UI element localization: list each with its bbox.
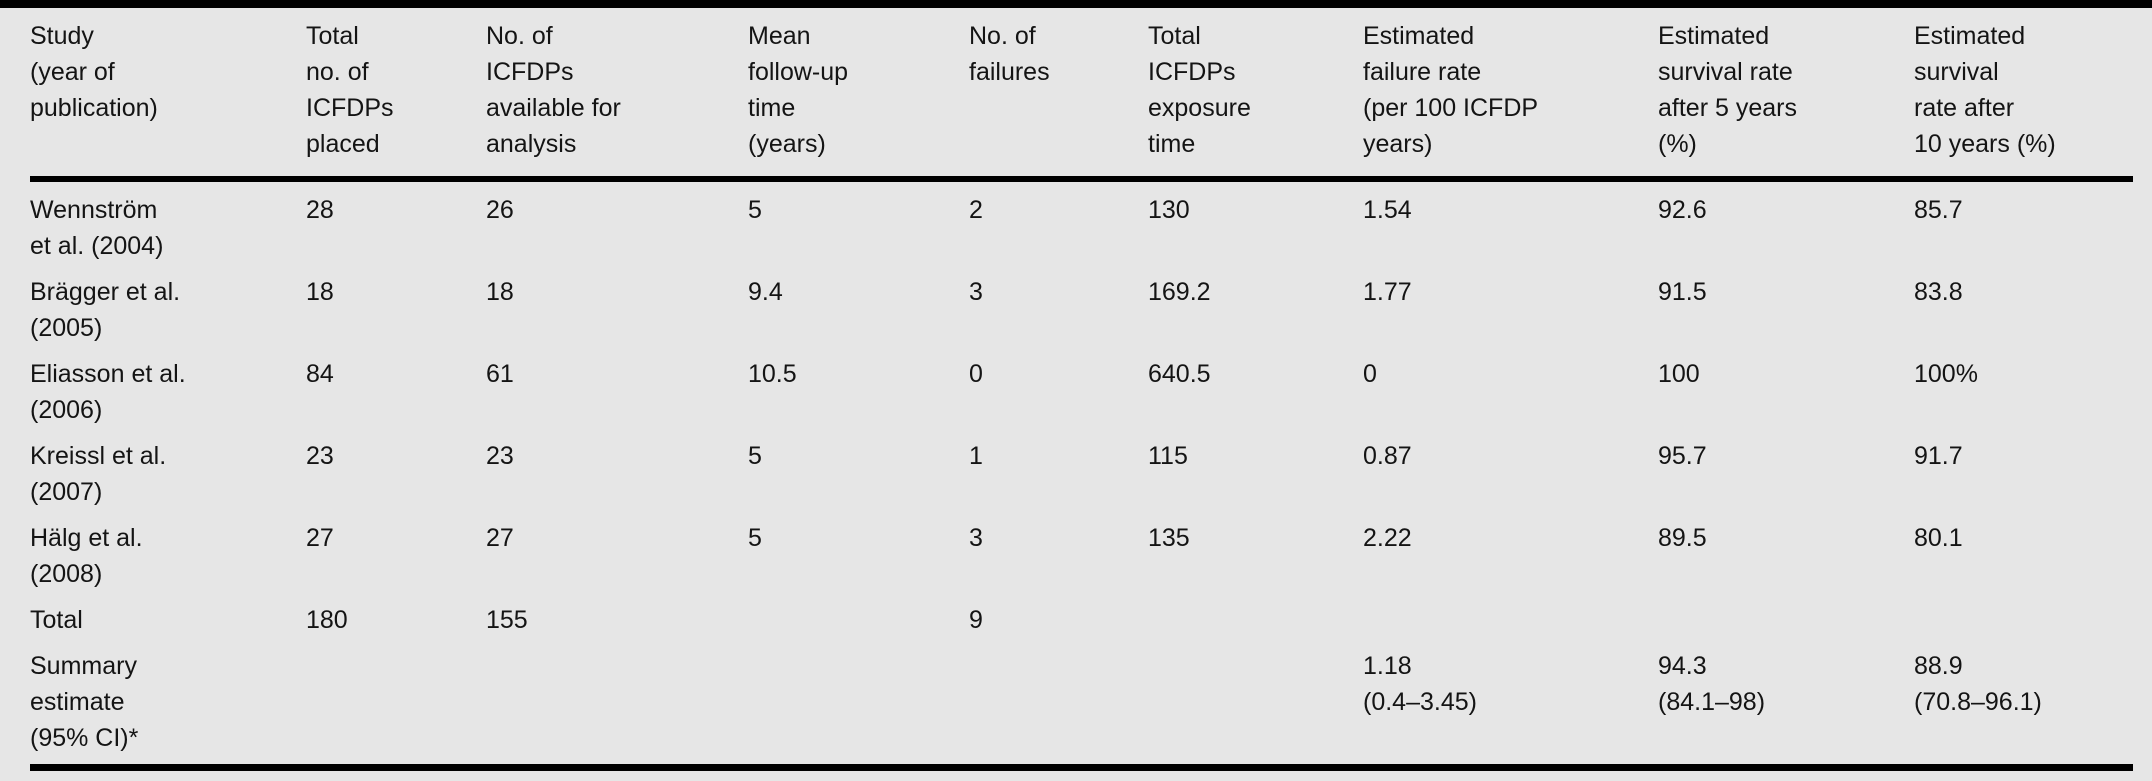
column-header-exposure: Total ICFDPs exposure time	[1148, 8, 1363, 182]
table-cell: 92.6	[1658, 196, 1707, 224]
table-cell: 84	[306, 360, 334, 388]
table-cell: 5	[748, 196, 762, 224]
table-cell: 640.5	[1148, 360, 1211, 388]
table-cell: 135	[1148, 524, 1190, 552]
table-row-total: Total 180 155 9	[30, 592, 2133, 638]
column-header-available: No. of ICFDPs available for analysis	[486, 8, 748, 182]
table-cell: 0.87	[1363, 442, 1412, 470]
table-cell: 23	[306, 442, 334, 470]
table-cell	[1658, 592, 1914, 638]
table-cell	[969, 638, 1148, 756]
table-cell: 169.2	[1148, 278, 1211, 306]
table-cell: 5	[748, 442, 762, 470]
table-row-summary-estimate: Summary estimate (95% CI)* 1.18 (0.4–3.4…	[30, 638, 2133, 756]
table-row-bragger: Brägger et al. (2005) 18 18 9.4 3 169.2 …	[30, 264, 2133, 346]
table-cell: 130	[1148, 196, 1190, 224]
column-header-survival-10y: Estimated survival rate after 10 years (…	[1914, 8, 2133, 182]
table-cell: 28	[306, 196, 334, 224]
table-cell: Wennström et al. (2004)	[30, 196, 164, 260]
header-row: Study (year of publication) Total no. of…	[30, 8, 2133, 182]
table-cell	[1148, 638, 1363, 756]
table-cell: 115	[1148, 442, 1188, 470]
table-body: Wennström et al. (2004) 28 26 5 2 130 1.…	[30, 179, 2133, 756]
table-cell: 100	[1658, 360, 1700, 388]
table-cell: 83.8	[1914, 278, 1963, 306]
table-row-eliasson: Eliasson et al. (2006) 84 61 10.5 0 640.…	[30, 346, 2133, 428]
table-row-halg: Hälg et al. (2008) 27 27 5 3 135 2.22 89…	[30, 510, 2133, 592]
table-cell: 94.3 (84.1–98)	[1658, 652, 1766, 716]
table-cell: 85.7	[1914, 196, 1963, 224]
table-cell: 1	[969, 442, 983, 470]
table-cell: 180	[306, 606, 348, 634]
table-cell	[486, 638, 748, 756]
table-row-kreissl: Kreissl et al. (2007) 23 23 5 1 115 0.87…	[30, 428, 2133, 510]
table-cell: Brägger et al. (2005)	[30, 278, 181, 342]
table-cell: 155	[486, 606, 528, 634]
table-cell: 18	[486, 278, 514, 306]
table-bottom-rule	[30, 764, 2133, 771]
table-cell: 3	[969, 524, 983, 552]
table-header: Study (year of publication) Total no. of…	[30, 8, 2133, 182]
table-cell: 91.7	[1914, 442, 1963, 470]
study-results-table: Study (year of publication) Total no. of…	[30, 8, 2133, 756]
table-cell: 27	[486, 524, 514, 552]
table-cell	[306, 638, 486, 756]
table-cell: 9.4	[748, 278, 783, 306]
table-cell: 9	[969, 606, 983, 634]
table-cell: 95.7	[1658, 442, 1707, 470]
table-cell: 0	[1363, 360, 1377, 388]
table-cell: Kreissl et al. (2007)	[30, 442, 167, 506]
table-cell: Summary estimate (95% CI)*	[30, 652, 139, 752]
table-cell: 10.5	[748, 360, 797, 388]
table-cell	[1148, 592, 1363, 638]
table-cell: 89.5	[1658, 524, 1707, 552]
column-header-study: Study (year of publication)	[30, 8, 306, 182]
table-cell	[1363, 592, 1658, 638]
column-header-followup: Mean follow-up time (years)	[748, 8, 969, 182]
table-cell: 61	[486, 360, 514, 388]
table-cell: 23	[486, 442, 514, 470]
table-row-wennstrom: Wennström et al. (2004) 28 26 5 2 130 1.…	[30, 179, 2133, 264]
table-cell: 88.9 (70.8–96.1)	[1914, 652, 2042, 716]
table-cell: 2.22	[1363, 524, 1412, 552]
table-top-rule	[0, 0, 2152, 8]
column-header-survival-5y: Estimated survival rate after 5 years (%…	[1658, 8, 1914, 182]
table-cell: 18	[306, 278, 334, 306]
table-cell: Eliasson et al. (2006)	[30, 360, 186, 424]
table-cell: 3	[969, 278, 983, 306]
table-cell	[748, 592, 969, 638]
table-cell: 5	[748, 524, 762, 552]
table-cell: Hälg et al. (2008)	[30, 524, 143, 588]
table-cell: 80.1	[1914, 524, 1963, 552]
column-header-failures: No. of failures	[969, 8, 1148, 182]
table-cell: 0	[969, 360, 983, 388]
column-header-total-placed: Total no. of ICFDPs placed	[306, 8, 486, 182]
table-cell: 1.54	[1363, 196, 1412, 224]
table-cell: 26	[486, 196, 514, 224]
table-cell: 91.5	[1658, 278, 1707, 306]
table-cell	[748, 638, 969, 756]
table-cell: 1.77	[1363, 278, 1412, 306]
table-cell: 2	[969, 196, 983, 224]
table-cell	[1914, 592, 2133, 638]
table-cell: Total	[30, 606, 83, 634]
table-cell: 1.18 (0.4–3.45)	[1363, 652, 1477, 716]
column-header-failure-rate: Estimated failure rate (per 100 ICFDP ye…	[1363, 8, 1658, 182]
table-cell: 27	[306, 524, 334, 552]
table-cell: 100%	[1914, 360, 1978, 388]
